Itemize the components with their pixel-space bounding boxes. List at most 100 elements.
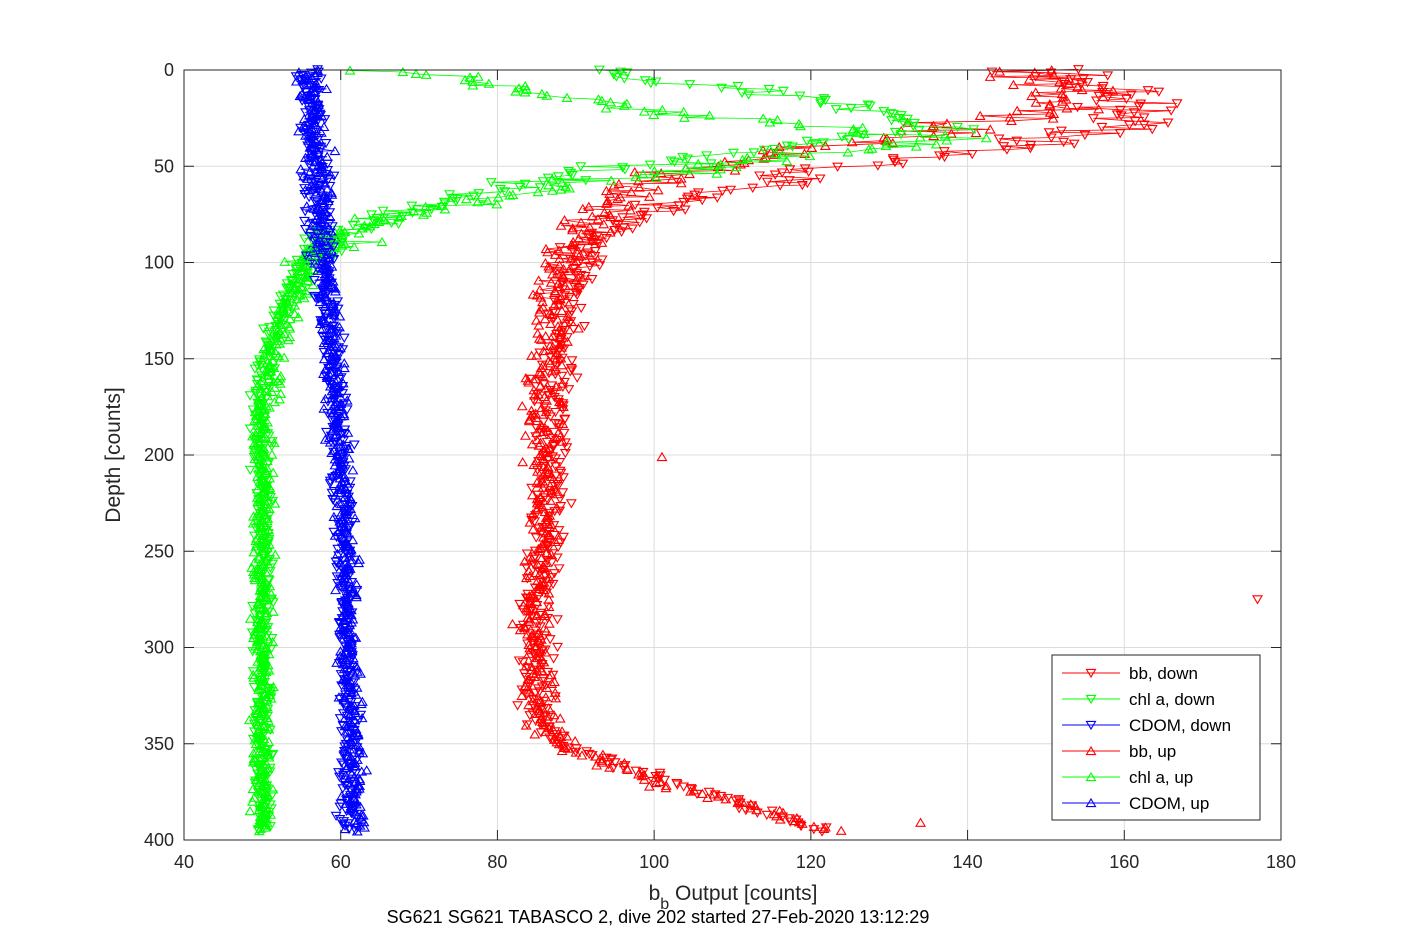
data-point: [761, 810, 773, 821]
data-point: [893, 113, 905, 124]
data-point: [1102, 93, 1114, 103]
data-point: [1076, 84, 1088, 95]
data-point: [248, 547, 260, 557]
data-point: [534, 687, 546, 697]
data-point: [740, 805, 752, 816]
data-point: [634, 218, 646, 228]
data-point: [354, 801, 366, 811]
data-point: [758, 145, 770, 155]
data-point: [1079, 130, 1091, 141]
data-point: [260, 515, 272, 525]
data-point: [307, 218, 319, 229]
data-point: [702, 792, 714, 802]
data-point: [806, 142, 818, 152]
data-point: [571, 290, 583, 301]
data-point: [319, 178, 331, 188]
data-point: [1128, 108, 1140, 118]
data-point: [351, 743, 363, 753]
data-point: [535, 578, 547, 588]
data-point: [564, 292, 575, 303]
data-point: [263, 576, 275, 586]
data-point: [607, 763, 619, 774]
data-point: [1093, 91, 1105, 102]
data-point: [543, 342, 554, 352]
data-point: [251, 434, 263, 444]
data-point: [548, 392, 560, 403]
y-tick-label: 350: [144, 734, 174, 754]
data-point: [263, 724, 275, 734]
data-point: [330, 498, 341, 508]
data-point: [256, 355, 268, 365]
data-point: [504, 190, 516, 200]
data-point: [347, 662, 359, 673]
data-point: [527, 709, 539, 719]
data-point: [337, 721, 349, 732]
data-point: [627, 224, 639, 234]
data-point: [548, 388, 560, 398]
data-point: [521, 720, 533, 730]
data-point: [608, 180, 620, 190]
data-point: [297, 173, 309, 183]
data-point: [328, 314, 340, 324]
data-point: [492, 192, 504, 202]
data-point: [309, 169, 321, 179]
data-point: [507, 189, 519, 200]
data-point: [665, 156, 677, 166]
data-point: [343, 639, 355, 650]
data-point: [259, 388, 271, 398]
data-point: [696, 788, 708, 798]
x-tick-label: 60: [331, 852, 351, 872]
data-point: [952, 122, 963, 133]
data-point: [335, 342, 346, 353]
data-point: [596, 95, 608, 105]
data-point: [542, 495, 554, 506]
data-point: [633, 182, 645, 192]
data-point: [914, 132, 926, 142]
data-point: [339, 471, 351, 481]
data-point: [254, 689, 266, 699]
data-point: [547, 670, 559, 681]
data-point: [300, 108, 312, 118]
data-point: [549, 249, 561, 259]
legend-marker: [1085, 797, 1097, 808]
x-tick-label: 120: [796, 852, 826, 872]
data-point: [561, 92, 573, 103]
data-point: [343, 615, 355, 625]
data-point: [334, 630, 345, 641]
data-point: [830, 105, 842, 115]
data-point: [567, 225, 578, 235]
data-point: [248, 557, 260, 567]
data-point: [594, 261, 606, 271]
data-point: [910, 141, 922, 151]
data-point: [353, 228, 365, 238]
legend-entry: CDOM, up: [1062, 794, 1209, 813]
data-point: [257, 722, 269, 732]
data-point: [616, 227, 628, 237]
data-point: [300, 75, 311, 85]
data-point: [521, 563, 533, 573]
data-point: [302, 130, 314, 140]
data-point: [272, 333, 284, 344]
data-point: [556, 305, 568, 316]
data-point: [519, 430, 531, 440]
data-point: [256, 417, 268, 427]
data-point: [541, 410, 553, 420]
data-point: [536, 476, 548, 486]
data-point: [309, 177, 321, 188]
data-point: [556, 371, 568, 382]
data-point: [315, 316, 327, 326]
data-point: [692, 188, 704, 198]
data-point: [638, 106, 650, 116]
data-point: [525, 676, 537, 686]
data-point: [539, 647, 551, 657]
data-point: [1138, 120, 1150, 130]
data-point: [249, 364, 261, 374]
data-point: [757, 113, 769, 123]
data-point: [529, 397, 540, 407]
data-point: [256, 593, 268, 603]
data-point: [527, 524, 539, 534]
data-point: [596, 237, 608, 247]
data-point: [554, 260, 565, 270]
data-point: [307, 279, 319, 290]
data-point: [675, 178, 687, 188]
